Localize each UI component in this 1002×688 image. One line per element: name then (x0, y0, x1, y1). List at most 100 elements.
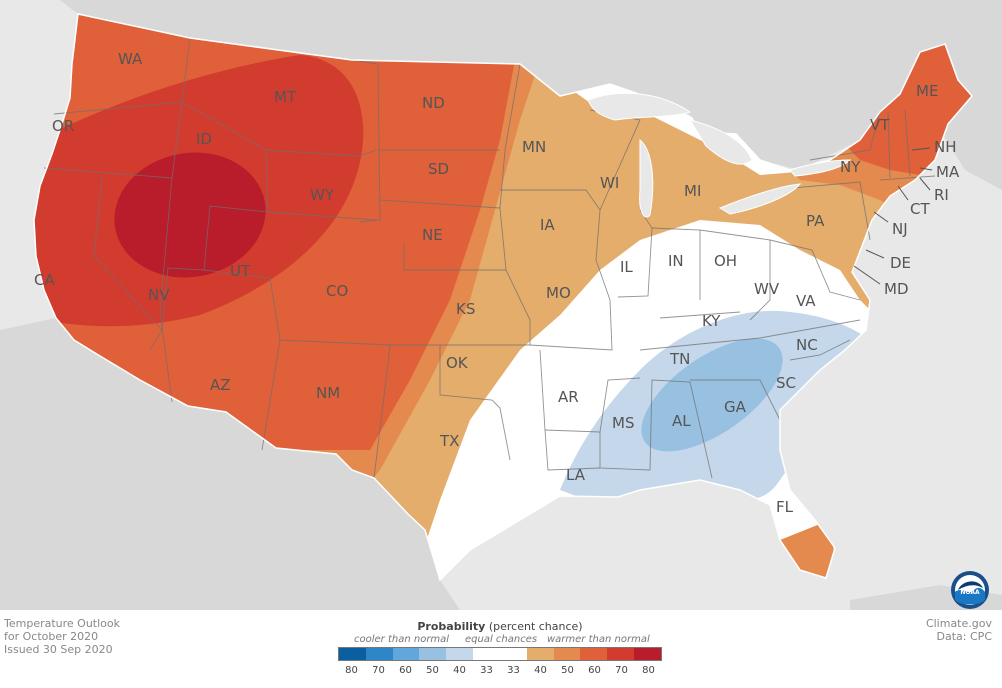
state-label-tn: TN (669, 350, 690, 368)
state-label-nv: NV (148, 286, 170, 304)
state-label-wy: WY (310, 186, 335, 204)
ma-leader-line (919, 167, 933, 171)
legend-tick-warm-2: 50 (561, 665, 574, 676)
great-lakes (587, 92, 852, 218)
legend-swatch-0 (339, 648, 366, 660)
legend-tick-warm-3: 60 (588, 665, 601, 676)
legend-tick-cool-3: 50 (426, 665, 439, 676)
state-label-id: ID (196, 130, 212, 148)
noaa-logo: NOAA (951, 571, 989, 609)
legend-swatch-8 (553, 648, 581, 660)
legend-cooler-label: cooler than normal (354, 634, 450, 645)
state-label-va: VA (796, 292, 816, 310)
state-label-fl: FL (776, 498, 794, 516)
state-label-ms: MS (612, 414, 634, 432)
state-label-ne: NE (422, 226, 443, 244)
state-label-de: DE (890, 254, 911, 272)
nj-leader-line (873, 211, 889, 223)
state-label-nd: ND (422, 94, 445, 112)
ct-leader-line (897, 185, 909, 201)
legend-equal-label: equal chances (465, 634, 538, 645)
state-label-az: AZ (210, 376, 231, 394)
legend-swatch-3 (419, 648, 447, 660)
state-label-sd: SD (428, 160, 449, 178)
ri-leader-line (919, 177, 931, 191)
legend-swatch-5 (473, 648, 500, 660)
state-label-wv: WV (754, 280, 780, 298)
state-label-ca: CA (34, 271, 55, 289)
state-label-ut: UT (230, 262, 251, 280)
state-label-mn: MN (522, 138, 546, 156)
legend-swatch-2 (392, 648, 420, 660)
lake-ontario (789, 159, 852, 177)
state-leader-lines (853, 147, 933, 285)
state-label-ma: MA (936, 163, 960, 181)
state-label-al: AL (672, 412, 691, 430)
state-label-ga: GA (724, 398, 747, 416)
state-label-vt: VT (870, 116, 890, 134)
state-label-pa: PA (806, 212, 825, 230)
warmer-70-80-zone (114, 152, 266, 278)
legend-title-rest: (percent chance) (485, 620, 583, 633)
state-label-mt: MT (274, 88, 297, 106)
state-label-wa: WA (118, 50, 143, 68)
outlook-issue-date: Issued 30 Sep 2020 (4, 643, 113, 656)
state-label-mo: MO (546, 284, 571, 302)
outlook-info-block: Temperature Outlook for October 2020 Iss… (4, 617, 120, 656)
state-label-ky: KY (702, 312, 721, 330)
lake-erie (718, 183, 802, 215)
state-labels: WA OR CA ID NV MT WY UT AZ CO NM ND SD N… (34, 50, 960, 516)
state-label-nh: NH (934, 138, 957, 156)
outlook-title: Temperature Outlook (4, 617, 121, 630)
state-label-ri: RI (934, 186, 949, 204)
state-label-me: ME (916, 82, 938, 100)
legend-swatch-7 (526, 648, 554, 660)
legend-tick-cool-2: 60 (399, 665, 412, 676)
state-label-wi: WI (600, 174, 619, 192)
legend-tick-cool-5: 33 (480, 665, 493, 676)
noaa-logo-wave (955, 587, 985, 605)
lake-michigan (639, 138, 654, 218)
state-borders (43, 37, 936, 479)
state-label-oh: OH (714, 252, 737, 270)
lake-huron (688, 119, 753, 165)
state-label-nm: NM (316, 384, 340, 402)
legend-swatch-9 (580, 648, 608, 660)
de-leader-line (865, 249, 885, 259)
state-label-nj: NJ (892, 220, 908, 238)
legend-warmer-label: warmer than normal (547, 634, 650, 645)
state-label-sc: SC (776, 374, 796, 392)
canada-landmass (0, 0, 1002, 190)
legend-tick-warm-5: 80 (642, 665, 655, 676)
legend-swatch-10 (607, 648, 635, 660)
md-leader-line (853, 265, 881, 285)
legend-tick-cool-4: 40 (453, 665, 466, 676)
cooler-40-50-zone (641, 338, 783, 452)
legend-color-bar (338, 647, 662, 661)
mexico-landmass (0, 318, 460, 610)
state-label-ok: OK (446, 354, 469, 372)
legend-swatch-1 (365, 648, 393, 660)
state-label-nc: NC (796, 336, 818, 354)
nh-leader-line (911, 147, 931, 151)
probability-legend: Probability (percent chance) cooler than… (338, 620, 662, 682)
credit-data: Data: CPC (936, 630, 992, 643)
legend-tick-cool-0: 80 (345, 665, 358, 676)
legend-tick-cool-1: 70 (372, 665, 385, 676)
outlook-period: for October 2020 (4, 630, 99, 643)
legend-tick-warm-0: 33 (507, 665, 520, 676)
state-label-in: IN (668, 252, 684, 270)
state-label-ny: NY (840, 158, 861, 176)
state-label-mi: MI (684, 182, 701, 200)
state-label-co: CO (326, 282, 348, 300)
credit-block: Climate.gov Data: CPC (926, 617, 992, 643)
state-label-md: MD (884, 280, 909, 298)
noaa-logo-bird (958, 581, 983, 590)
state-label-ks: KS (456, 300, 475, 318)
warmer-florida-zone (780, 520, 840, 580)
state-label-tx: TX (439, 432, 459, 450)
legend-title-bold: Probability (417, 620, 486, 633)
noaa-logo-text: NOAA (960, 589, 980, 596)
